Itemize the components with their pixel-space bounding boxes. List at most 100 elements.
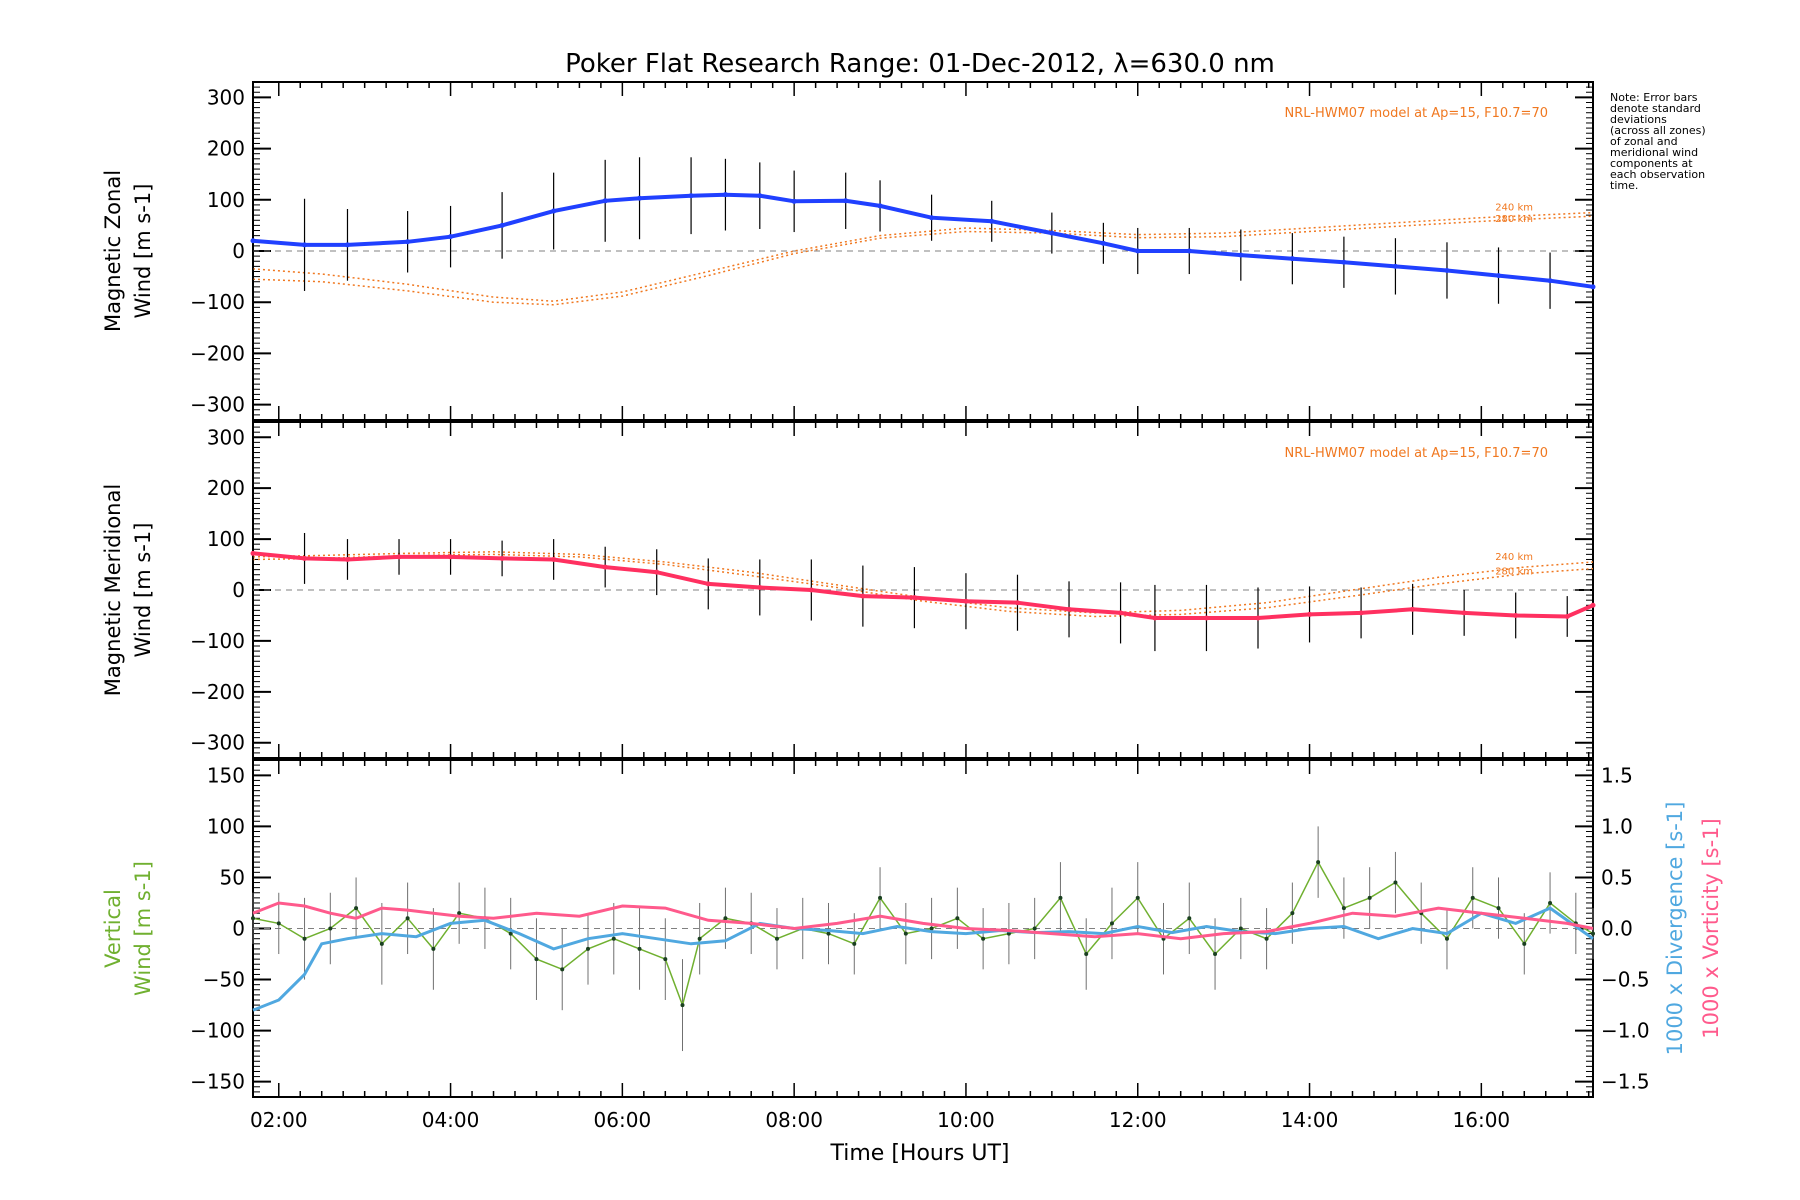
wind-point	[1203, 615, 1209, 621]
vertical-wind-point	[586, 946, 590, 951]
y-tick-label: −100	[190, 629, 245, 653]
wind-point	[1564, 613, 1570, 619]
y2-tick-label: −1.0	[1601, 1019, 1650, 1043]
wind-point	[1135, 248, 1141, 254]
vertical-wind-point	[1290, 911, 1295, 916]
y-tick-label: 100	[207, 527, 245, 551]
wind-point	[499, 222, 505, 228]
vertical-wind-point	[1006, 931, 1011, 936]
wind-point	[1341, 259, 1347, 265]
y-axis-label: Vertical	[101, 889, 125, 968]
y2-tick-label: 1.5	[1601, 763, 1633, 787]
wind-point	[860, 593, 866, 599]
model-altitude-label: 280 km	[1495, 567, 1533, 578]
x-tick-label: 08:00	[765, 1108, 823, 1132]
y-axis-label: Wind [m s-1]	[131, 523, 155, 658]
vertical-wind-point	[1548, 900, 1553, 905]
wind-point	[757, 584, 763, 590]
vertical-wind-point	[1109, 921, 1114, 926]
y-tick-label: 0	[232, 239, 245, 263]
wind-point	[1461, 610, 1467, 616]
y-tick-label: 300	[207, 85, 245, 109]
y-axis-label: Wind [m s-1]	[131, 861, 155, 996]
y-axis-label: Wind [m s-1]	[131, 184, 155, 319]
wind-point	[405, 239, 411, 245]
y-tick-label: −200	[190, 680, 245, 704]
vertical-wind-point	[302, 936, 307, 941]
vertical-wind-point	[1341, 906, 1346, 911]
wind-series-line	[252, 192, 1594, 289]
y-tick-label: −200	[190, 341, 245, 365]
wind-point	[551, 208, 557, 214]
wind-point	[929, 215, 935, 221]
wind-point	[499, 555, 505, 561]
wind-point	[791, 198, 797, 204]
x-tick-label: 12:00	[1109, 1108, 1167, 1132]
wind-point	[757, 193, 763, 199]
note-line: (across all zones)	[1610, 124, 1706, 137]
vertical-wind-point	[1393, 880, 1398, 885]
y-tick-label: −100	[190, 290, 245, 314]
vertical-wind-point	[1367, 895, 1372, 900]
model-curve	[252, 553, 1594, 618]
note-line: deviations	[1610, 113, 1667, 126]
wind-point	[1444, 267, 1450, 273]
y-axis-label: Magnetic Zonal	[101, 170, 125, 332]
x-tick-label: 16:00	[1453, 1108, 1511, 1132]
vertical-wind-point	[663, 957, 668, 962]
y-tick-label: 50	[220, 865, 245, 889]
wind-point	[1152, 615, 1158, 621]
x-axis-label: Time [Hours UT]	[830, 1141, 1010, 1166]
wind-point	[602, 198, 608, 204]
vertical-wind-point	[774, 936, 779, 941]
x-tick-label: 02:00	[250, 1108, 308, 1132]
vertical-wind-point	[723, 916, 728, 921]
vertical-wind-point	[611, 936, 616, 941]
model-altitude-label: 240 km	[1495, 203, 1533, 214]
vertical-wind-point	[1444, 936, 1449, 941]
wind-point	[302, 242, 308, 248]
wind-point	[250, 238, 256, 244]
divergence-axis-label: 1000 x Divergence [s-1]	[1663, 802, 1687, 1056]
model-curve	[252, 211, 1594, 302]
model-label: NRL-HWM07 model at Ap=15, F10.7=70	[1285, 106, 1549, 121]
vertical-wind-point	[1470, 895, 1475, 900]
vertical-wind-point	[1264, 936, 1269, 941]
wind-point	[1392, 263, 1398, 269]
wind-point	[808, 587, 814, 593]
vertical-wind-point	[1238, 926, 1243, 931]
y-tick-label: 100	[207, 814, 245, 838]
y-tick-label: 150	[207, 763, 245, 787]
wind-point	[1289, 256, 1295, 262]
y-tick-label: 300	[207, 425, 245, 449]
wind-point	[989, 218, 995, 224]
vertical-wind-point	[1135, 895, 1140, 900]
vertical-wind-point	[276, 921, 281, 926]
wind-point	[1255, 615, 1261, 621]
vertical-wind-point	[354, 906, 359, 911]
x-tick-label: 14:00	[1281, 1108, 1339, 1132]
vertical-wind-point	[981, 936, 986, 941]
vertical-wind-point	[903, 931, 908, 936]
y2-tick-label: 0.0	[1601, 917, 1633, 941]
wind-point	[448, 554, 454, 560]
wind-point	[1410, 606, 1416, 612]
wind-point	[551, 556, 557, 562]
vertical-wind-point	[929, 926, 934, 931]
vertical-wind-point	[878, 895, 883, 900]
panel-meridional: −300 −200 −100 0 100 200 300 Magnetic Meridiona…	[101, 421, 1596, 759]
wind-point	[722, 192, 728, 198]
y-tick-label: −100	[190, 1019, 245, 1043]
vertical-wind-point	[1591, 931, 1595, 936]
vertical-wind-point	[1496, 906, 1501, 911]
vertical-wind-point	[405, 916, 410, 921]
y2-tick-label: 0.5	[1601, 865, 1633, 889]
vertical-wind-point	[826, 931, 831, 936]
wind-point	[1066, 606, 1072, 612]
y2-tick-label: 1.0	[1601, 814, 1633, 838]
y2-tick-label: −0.5	[1601, 968, 1650, 992]
vertical-wind-point	[680, 1003, 685, 1008]
vertical-wind-point	[1316, 860, 1321, 865]
wind-point	[1100, 240, 1106, 246]
